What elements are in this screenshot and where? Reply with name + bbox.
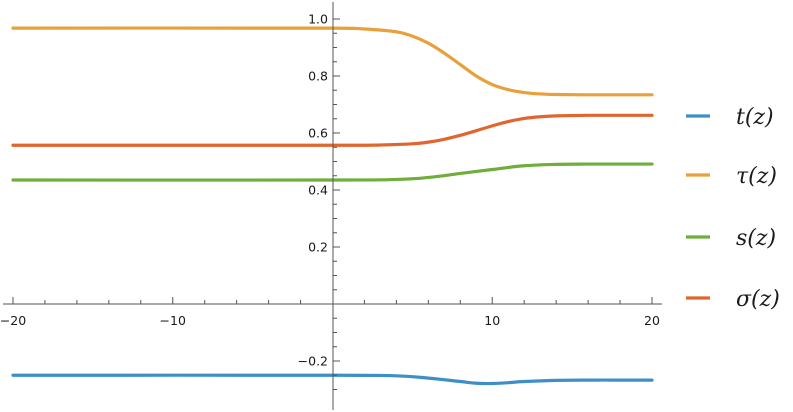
x-tick-label: 10 <box>484 313 500 328</box>
y-tick-label: 0.2 <box>308 240 328 255</box>
x-tick-label: 20 <box>644 313 660 328</box>
y-tick-label: 1.0 <box>308 12 328 27</box>
y-tick-label: 0.6 <box>308 126 328 141</box>
legend: t(z) τ(z) s(z) σ(z) <box>686 105 780 312</box>
y-tick-label: 0.4 <box>308 183 328 198</box>
series-layer <box>11 26 654 386</box>
series-line-1 <box>11 26 654 97</box>
y-tick-label: −0.2 <box>298 354 328 369</box>
legend-label-1: τ(z) <box>736 164 777 189</box>
x-tick-label: −10 <box>160 313 186 328</box>
series-line-0 <box>11 373 654 386</box>
axes-layer: −20 −10 10 20 −0.2 0.2 0.4 0.6 0.8 1.0 <box>0 2 662 410</box>
legend-label-3: σ(z) <box>736 287 780 312</box>
x-tick-label: −20 <box>0 313 26 328</box>
legend-label-0: t(z) <box>736 105 774 130</box>
series-line-2 <box>11 162 654 182</box>
legend-label-2: s(z) <box>736 226 776 251</box>
series-line-3 <box>11 113 654 147</box>
y-tick-label: 0.8 <box>308 69 328 84</box>
